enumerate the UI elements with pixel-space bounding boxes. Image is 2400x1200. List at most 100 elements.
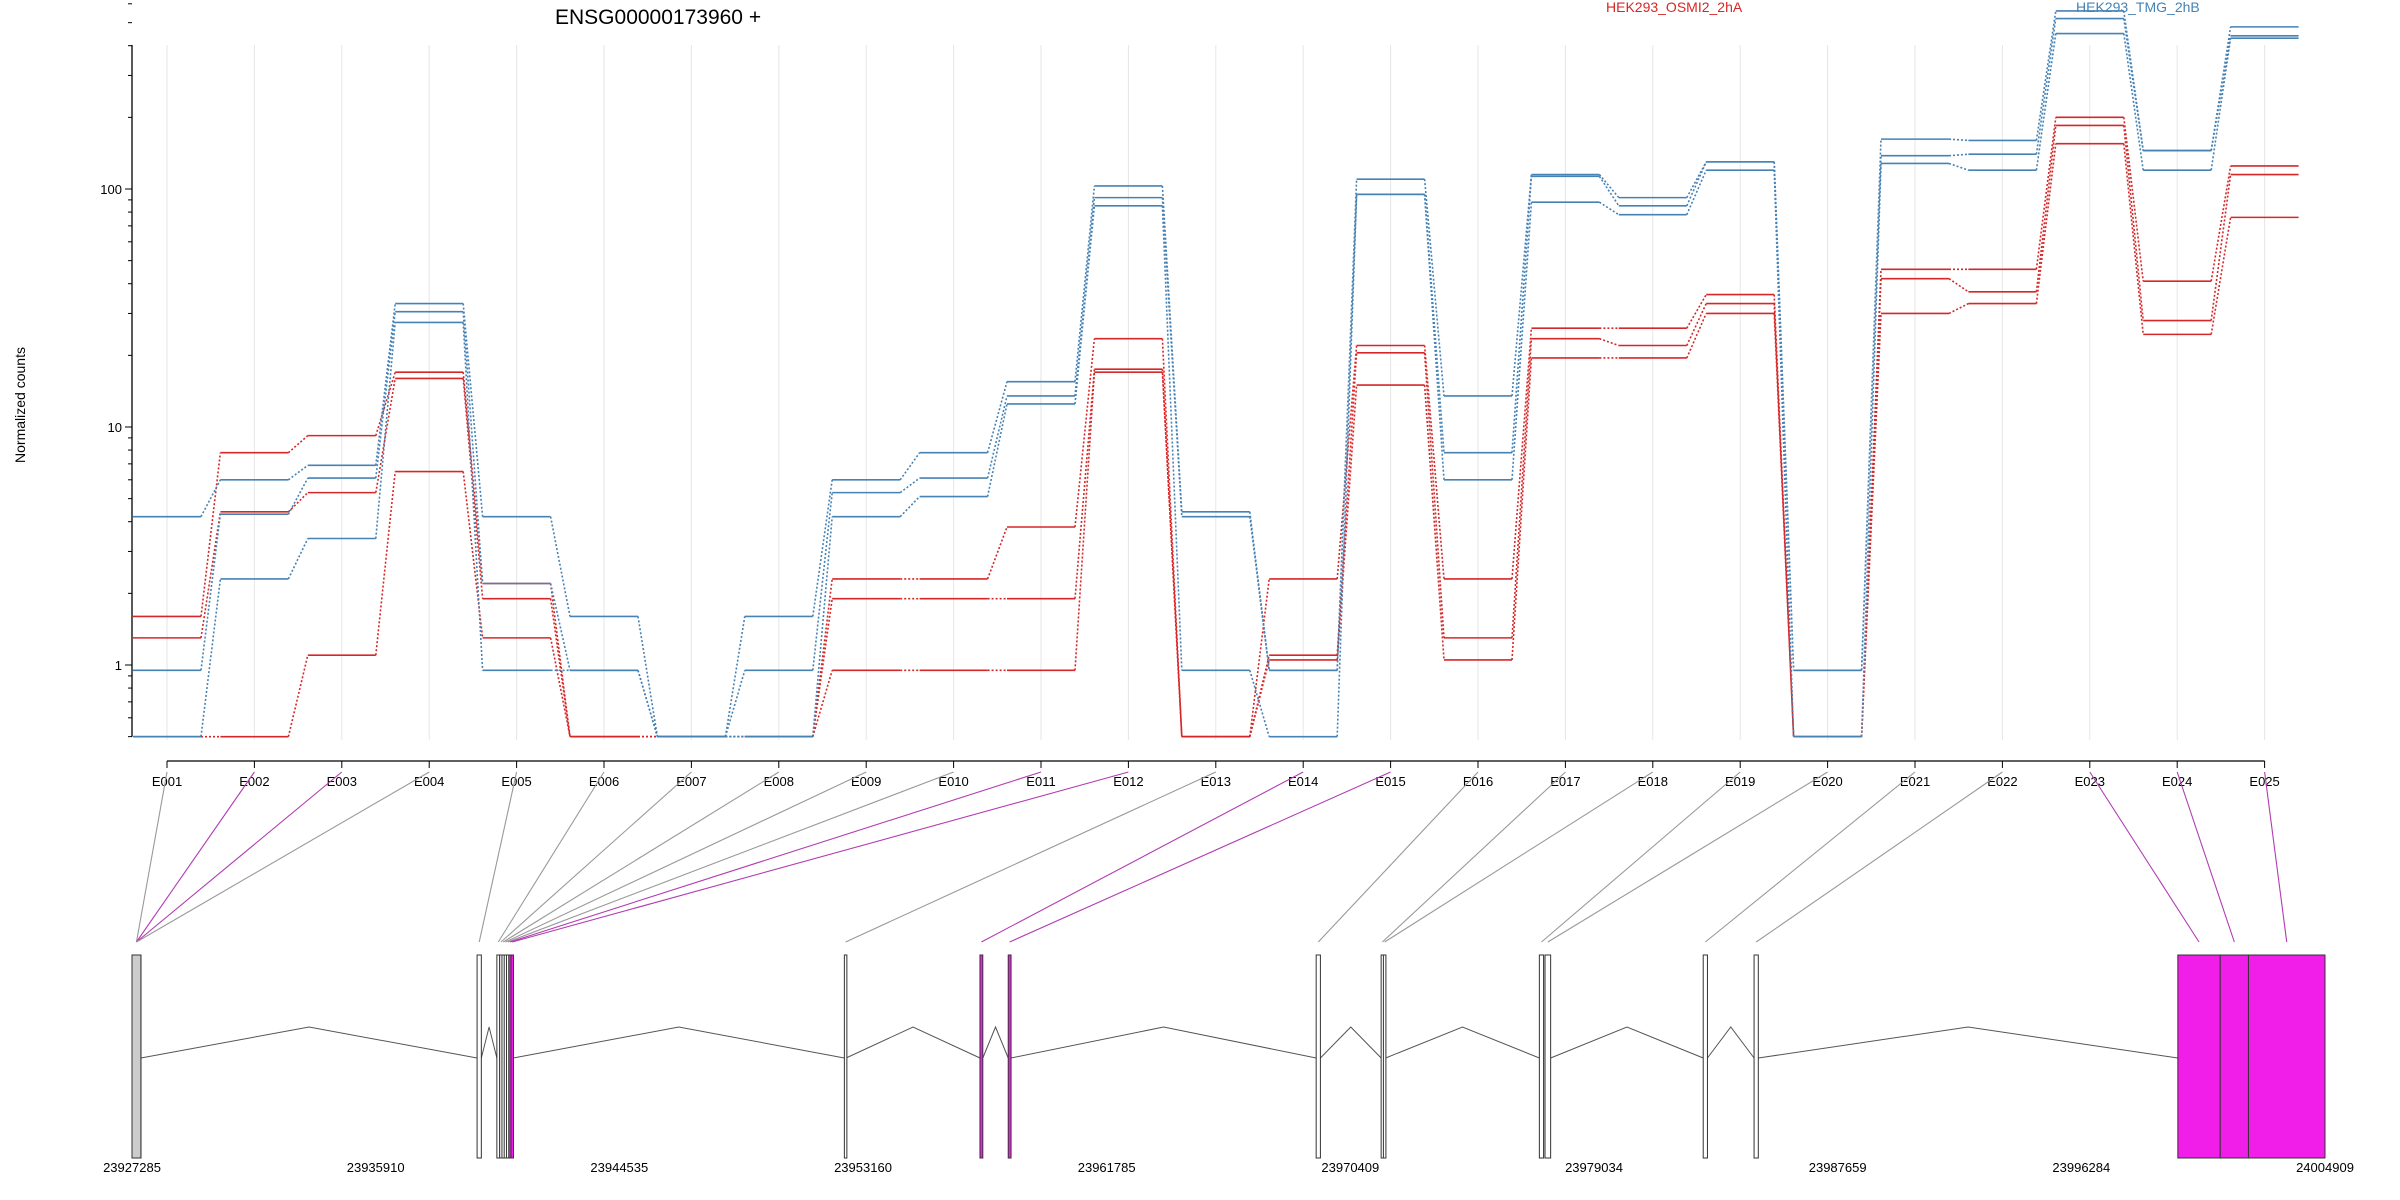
exon-connector-E007 [500, 771, 692, 943]
x-tick-label-E019: E019 [1725, 774, 1755, 789]
series-connector [1948, 138, 1969, 142]
x-tick-label-E024: E024 [2162, 774, 2192, 789]
series-connector [724, 670, 746, 737]
exon-connector-E013 [845, 771, 1217, 943]
series-connector [2210, 165, 2232, 282]
exon-connector-E022 [1755, 771, 2003, 943]
series-connector [899, 452, 921, 481]
exon-box-E004 [131, 954, 142, 1159]
series-connector [1074, 369, 1096, 599]
series-connector [287, 492, 309, 513]
series-connector [2035, 18, 2057, 155]
x-tick-label-E001: E001 [152, 774, 182, 789]
series-HEK293_TMG_2hB-5 [133, 32, 2299, 738]
series-connector [287, 477, 309, 515]
series-connector [2123, 143, 2144, 335]
genomic-coordinate-label: 24004909 [2296, 1160, 2354, 1175]
series-connector [375, 303, 396, 466]
series-connector [724, 616, 746, 737]
exon-connector-E017 [1382, 771, 1566, 943]
exon-connector-E025 [2264, 771, 2288, 943]
series-connector [375, 322, 396, 539]
x-tick-label-E007: E007 [676, 774, 706, 789]
exon-box-E018 [1382, 954, 1387, 1159]
exon-box-E016 [1315, 954, 1321, 1159]
series-connector [1423, 194, 1445, 453]
x-tick-label-E010: E010 [938, 774, 968, 789]
series-connector [986, 526, 1008, 580]
series-connector [1686, 161, 1707, 207]
x-tick-label-E020: E020 [1812, 774, 1842, 789]
exon-box-E025 [2247, 954, 2326, 1159]
gridlines [166, 45, 2266, 740]
series-connector [1511, 328, 1533, 579]
series-connector [1860, 155, 1882, 671]
exon-connector-E011 [509, 771, 1042, 943]
series-connector [899, 477, 921, 494]
series-connector [549, 637, 571, 737]
y-tick-label-100: 100 [100, 182, 122, 197]
exon-connector-E021 [1704, 771, 1916, 943]
series-connector [812, 479, 833, 617]
series-connector [1423, 345, 1445, 579]
series-connector [375, 311, 396, 479]
legend-item-osmi2: HEK293_OSMI2_2hA [1606, 0, 1743, 15]
series-connector [1773, 313, 1795, 737]
series-connector [2123, 18, 2144, 151]
intron-line [140, 1026, 478, 1059]
series-connector [1336, 194, 1358, 671]
exon-connector-E023 [2089, 771, 2200, 943]
x-tick-label-E009: E009 [851, 774, 881, 789]
exon-box-E012 [510, 954, 514, 1159]
exon-box-E020 [1544, 954, 1552, 1159]
genomic-coordinate-label: 23935910 [347, 1160, 405, 1175]
x-tick-label-E013: E013 [1201, 774, 1231, 789]
series-connector [1336, 352, 1358, 656]
series-connector [2123, 117, 2144, 282]
series-connector [200, 479, 222, 518]
series-connector [2210, 35, 2232, 151]
exon-connector-E009 [505, 771, 867, 943]
series-connector [200, 511, 222, 639]
intron-line [480, 1026, 498, 1059]
y-tick-label-1: 1 [115, 658, 122, 673]
chart-title: ENSG00000173960 + [555, 6, 761, 29]
intron-line [1550, 1026, 1704, 1059]
intron-line [845, 1026, 981, 1059]
genomic-coordinate-label: 23987659 [1809, 1160, 1867, 1175]
series-connector [1860, 163, 1882, 737]
series-connector [986, 395, 1008, 479]
series-connector [462, 378, 484, 599]
series-connector [1423, 194, 1445, 480]
series-connector [1336, 385, 1358, 661]
exon-connector-E010 [507, 771, 954, 943]
series-connector [375, 471, 396, 656]
series-connector [2123, 33, 2144, 171]
exon-box-E021 [1702, 954, 1708, 1159]
genomic-coordinate-label: 23944535 [590, 1160, 648, 1175]
exon-box-E013 [843, 954, 848, 1159]
exon-box-E005 [476, 954, 482, 1159]
intron-line [1758, 1026, 2178, 1059]
series-connector [1074, 205, 1096, 405]
series-connector [1948, 162, 1969, 171]
series-connector [2210, 217, 2232, 335]
y-axis-title: Normalized counts [12, 347, 28, 463]
series-connector [1948, 278, 1969, 293]
series-connector [287, 464, 309, 481]
exon-connector-E016 [1317, 771, 1479, 943]
genomic-coordinate-label: 23996284 [2052, 1160, 2110, 1175]
series-connector [812, 578, 833, 737]
genomic-coordinate-label: 23961785 [1078, 1160, 1136, 1175]
series-connector [1161, 197, 1183, 517]
exon-connector-E006 [497, 771, 605, 943]
series-connector [1773, 303, 1795, 737]
exon-connector-E024 [2176, 771, 2235, 943]
series-connector [1249, 659, 1270, 737]
genomic-coordinate-label: 23927285 [103, 1160, 161, 1175]
series-connector [1249, 578, 1270, 737]
exon-box-E014 [979, 954, 984, 1159]
x-tick-label-E004: E004 [414, 774, 444, 789]
